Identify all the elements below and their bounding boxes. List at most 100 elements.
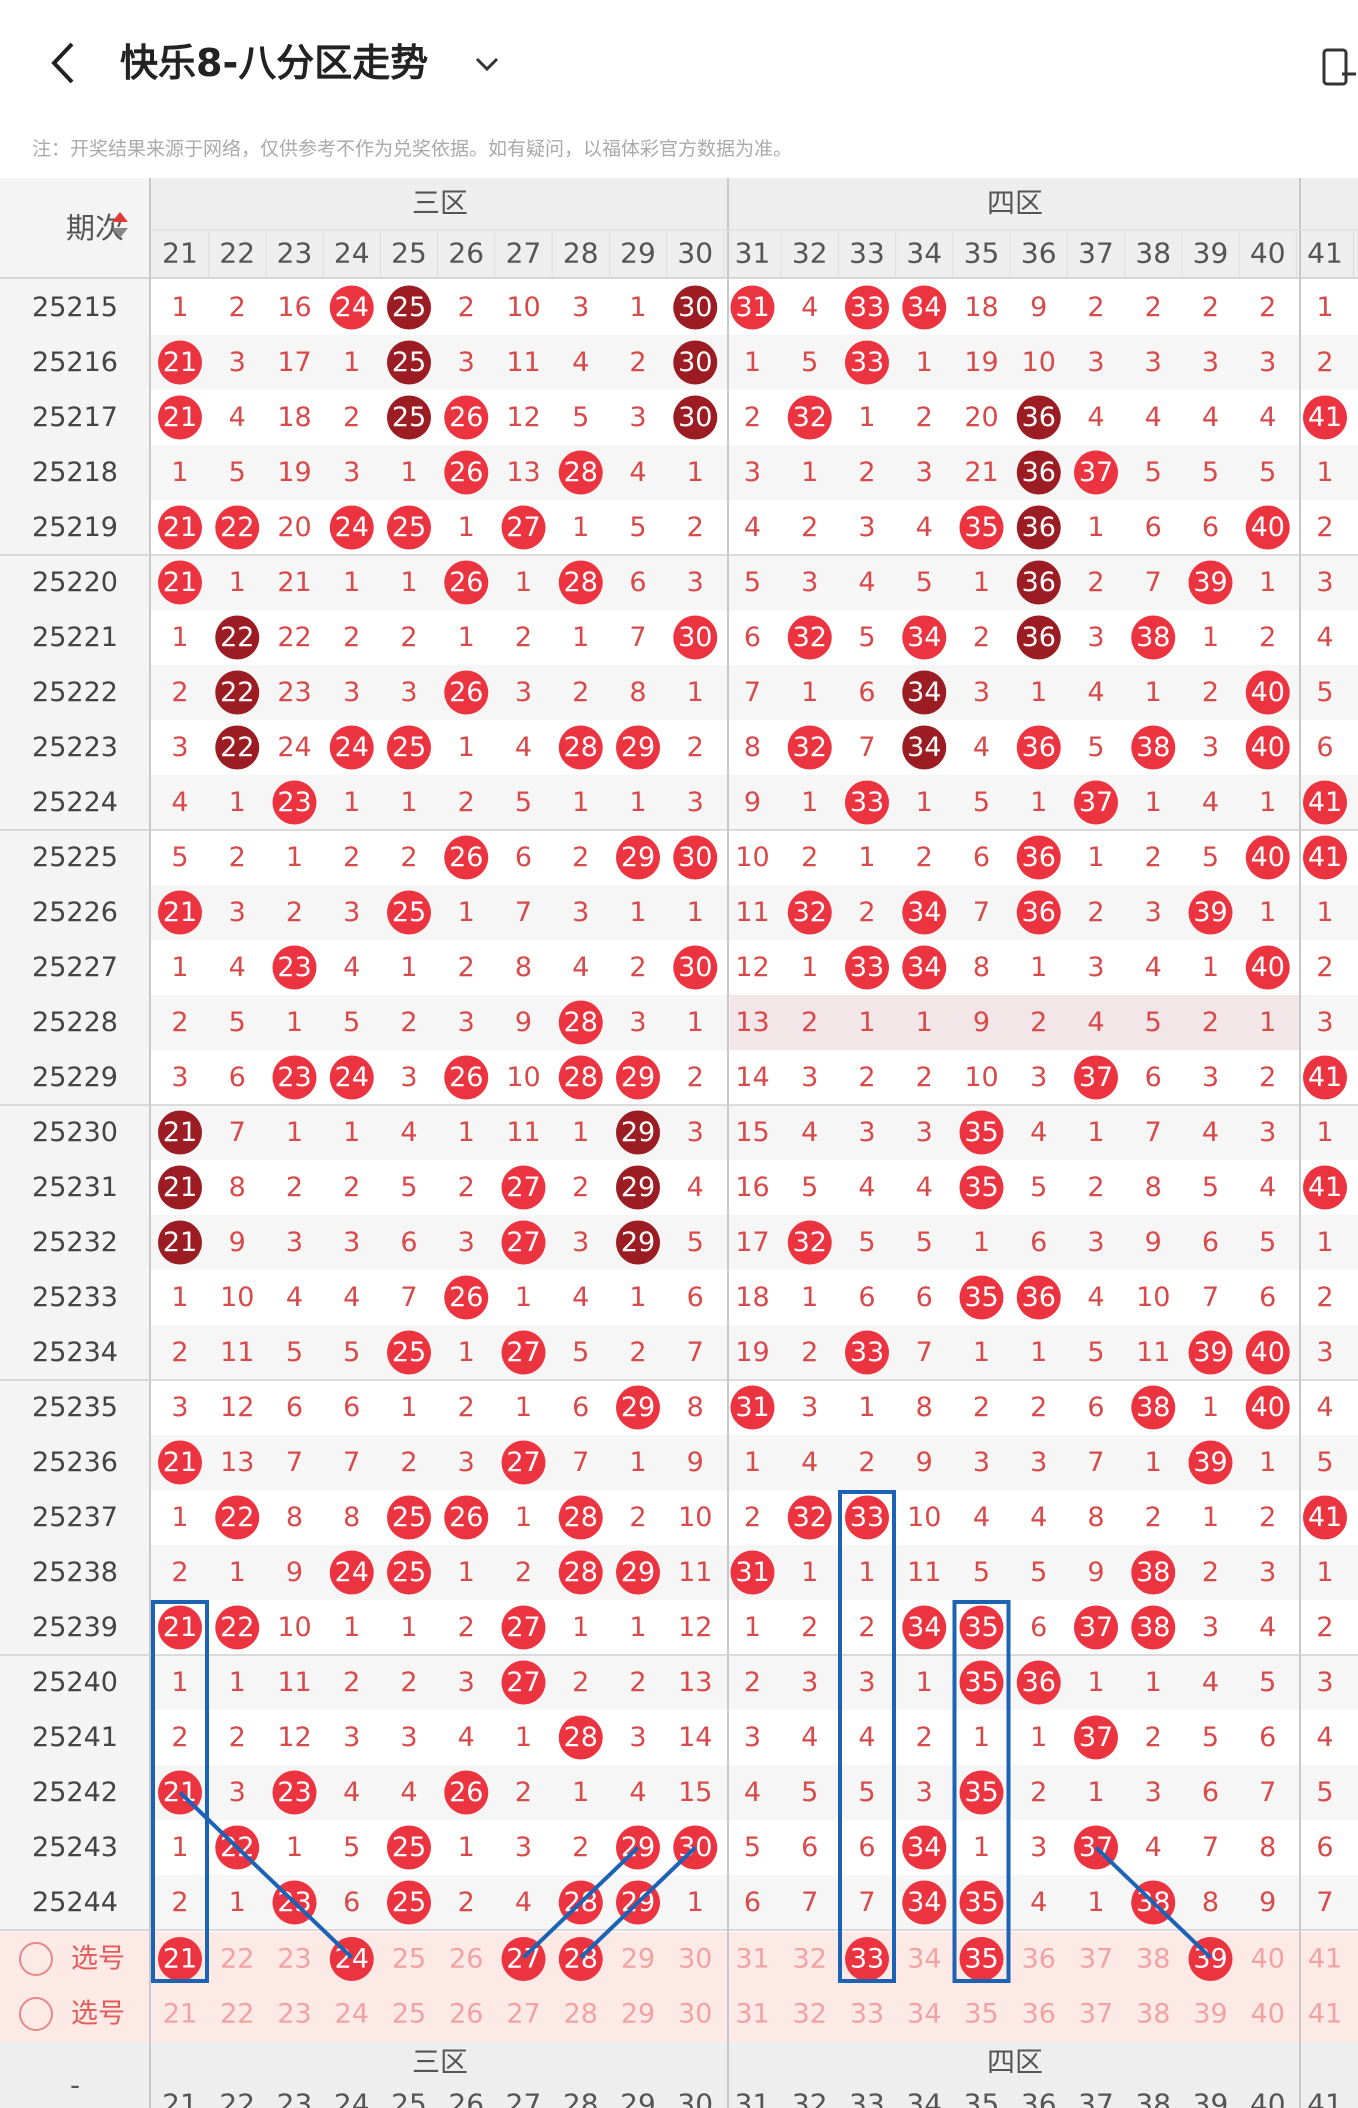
select-number[interactable]: 36 bbox=[1022, 1944, 1056, 1975]
selected-number[interactable]: 35 bbox=[964, 1944, 998, 1975]
miss-count: 13 bbox=[506, 457, 540, 488]
hit-number: 36 bbox=[1022, 897, 1056, 928]
miss-count: 23 bbox=[277, 677, 311, 708]
miss-count: 1 bbox=[1087, 842, 1104, 873]
select-number[interactable]: 28 bbox=[564, 1999, 598, 2030]
column-header: 32 bbox=[792, 237, 828, 270]
miss-count: 4 bbox=[1202, 1667, 1219, 1698]
annotation-box-35 bbox=[952, 1600, 1011, 1983]
select-number[interactable]: 29 bbox=[621, 1999, 655, 2030]
miss-count: 5 bbox=[1030, 1557, 1047, 1588]
miss-count: 5 bbox=[916, 1227, 933, 1258]
hit-number: 32 bbox=[793, 1502, 827, 1533]
selected-number[interactable]: 33 bbox=[850, 1944, 884, 1975]
select-number[interactable]: 25 bbox=[392, 1999, 426, 2030]
select-number[interactable]: 26 bbox=[449, 1944, 483, 1975]
select-number[interactable]: 29 bbox=[621, 1944, 655, 1975]
sort-down-icon[interactable] bbox=[112, 228, 128, 238]
sort-up-icon[interactable] bbox=[112, 212, 128, 222]
select-radio-icon[interactable] bbox=[19, 1997, 53, 2031]
select-number[interactable]: 21 bbox=[163, 1999, 197, 2030]
miss-count: 1 bbox=[801, 952, 818, 983]
select-number[interactable]: 25 bbox=[392, 1944, 426, 1975]
select-number[interactable]: 24 bbox=[335, 1999, 369, 2030]
miss-count: 2 bbox=[1145, 1502, 1162, 1533]
miss-count: 3 bbox=[916, 457, 933, 488]
miss-count: 4 bbox=[572, 347, 589, 378]
hit-number: 30 bbox=[678, 952, 712, 983]
miss-count: 2 bbox=[458, 292, 475, 323]
select-number[interactable]: 37 bbox=[1079, 1999, 1113, 2030]
miss-count: 3 bbox=[400, 677, 417, 708]
select-number[interactable]: 38 bbox=[1136, 1999, 1170, 2030]
select-number[interactable]: 26 bbox=[449, 1999, 483, 2030]
select-number[interactable]: 37 bbox=[1079, 1944, 1113, 1975]
miss-count: 3 bbox=[1202, 732, 1219, 763]
miss-count: 7 bbox=[629, 622, 646, 653]
select-radio-icon[interactable] bbox=[19, 1942, 53, 1976]
select-number[interactable]: 32 bbox=[793, 1944, 827, 1975]
select-number[interactable]: 39 bbox=[1193, 1999, 1227, 2030]
miss-count: 1 bbox=[171, 952, 188, 983]
period-cell: 25218 bbox=[32, 457, 118, 488]
selected-number[interactable]: 21 bbox=[163, 1944, 197, 1975]
period-cell: 25235 bbox=[32, 1392, 118, 1423]
select-row-label[interactable]: 选号 bbox=[71, 1944, 125, 1975]
annotation-box-33 bbox=[838, 1490, 896, 1983]
select-number[interactable]: 38 bbox=[1136, 1944, 1170, 1975]
footer-column-header: 22 bbox=[219, 2088, 255, 2108]
selected-ball[interactable] bbox=[959, 1937, 1004, 1981]
select-number[interactable]: 23 bbox=[277, 1999, 311, 2030]
miss-count: 4 bbox=[858, 567, 875, 598]
miss-count: 1 bbox=[629, 1447, 646, 1478]
back-arrow-icon[interactable] bbox=[40, 38, 90, 88]
select-number[interactable]: 36 bbox=[1022, 1999, 1056, 2030]
select-row-label[interactable]: 选号 bbox=[71, 1999, 125, 2030]
select-number[interactable]: 34 bbox=[907, 1944, 941, 1975]
select-number[interactable]: 41 bbox=[1308, 1999, 1342, 2030]
hit-ball bbox=[387, 1825, 431, 1870]
hit-number: 22 bbox=[220, 1612, 254, 1643]
selected-ball[interactable] bbox=[845, 1937, 889, 1981]
miss-count: 3 bbox=[801, 1062, 818, 1093]
select-number[interactable]: 41 bbox=[1308, 1944, 1342, 1975]
select-number[interactable]: 22 bbox=[220, 1999, 254, 2030]
select-number[interactable]: 30 bbox=[678, 1944, 712, 1975]
miss-count: 1 bbox=[801, 457, 818, 488]
miss-count: 4 bbox=[858, 1172, 875, 1203]
miss-count: 14 bbox=[735, 1062, 769, 1093]
hit-ball bbox=[1016, 725, 1061, 770]
miss-count: 1 bbox=[171, 622, 188, 653]
hit-number: 21 bbox=[163, 1117, 197, 1148]
hit-ball bbox=[959, 1605, 1004, 1650]
select-number[interactable]: 31 bbox=[735, 1944, 769, 1975]
miss-count: 1 bbox=[572, 1117, 589, 1148]
rotate-screen-icon[interactable] bbox=[1318, 44, 1358, 88]
miss-count: 1 bbox=[458, 512, 475, 543]
select-number[interactable]: 40 bbox=[1251, 1999, 1285, 2030]
select-number[interactable]: 30 bbox=[678, 1999, 712, 2030]
miss-count: 5 bbox=[343, 1337, 360, 1368]
select-number[interactable]: 27 bbox=[506, 1999, 540, 2030]
select-number[interactable]: 23 bbox=[277, 1944, 311, 1975]
select-number[interactable]: 40 bbox=[1251, 1944, 1285, 1975]
hit-ball bbox=[1131, 1550, 1176, 1595]
miss-count: 1 bbox=[858, 1557, 875, 1588]
miss-count: 17 bbox=[277, 347, 311, 378]
select-number[interactable]: 31 bbox=[735, 1999, 769, 2030]
miss-count: 12 bbox=[678, 1612, 712, 1643]
miss-count: 4 bbox=[687, 1172, 704, 1203]
hit-number: 31 bbox=[735, 1557, 769, 1588]
select-number[interactable]: 35 bbox=[964, 1999, 998, 2030]
miss-count: 4 bbox=[171, 787, 188, 818]
miss-count: 10 bbox=[506, 1062, 540, 1093]
miss-count: 4 bbox=[916, 1172, 933, 1203]
miss-count: 3 bbox=[1316, 1007, 1333, 1038]
chevron-down-icon[interactable] bbox=[472, 50, 502, 80]
select-number[interactable]: 34 bbox=[907, 1999, 941, 2030]
selected-ball[interactable] bbox=[158, 1937, 202, 1981]
select-number[interactable]: 22 bbox=[220, 1944, 254, 1975]
select-number[interactable]: 32 bbox=[793, 1999, 827, 2030]
miss-count: 10 bbox=[506, 292, 540, 323]
select-number[interactable]: 33 bbox=[850, 1999, 884, 2030]
